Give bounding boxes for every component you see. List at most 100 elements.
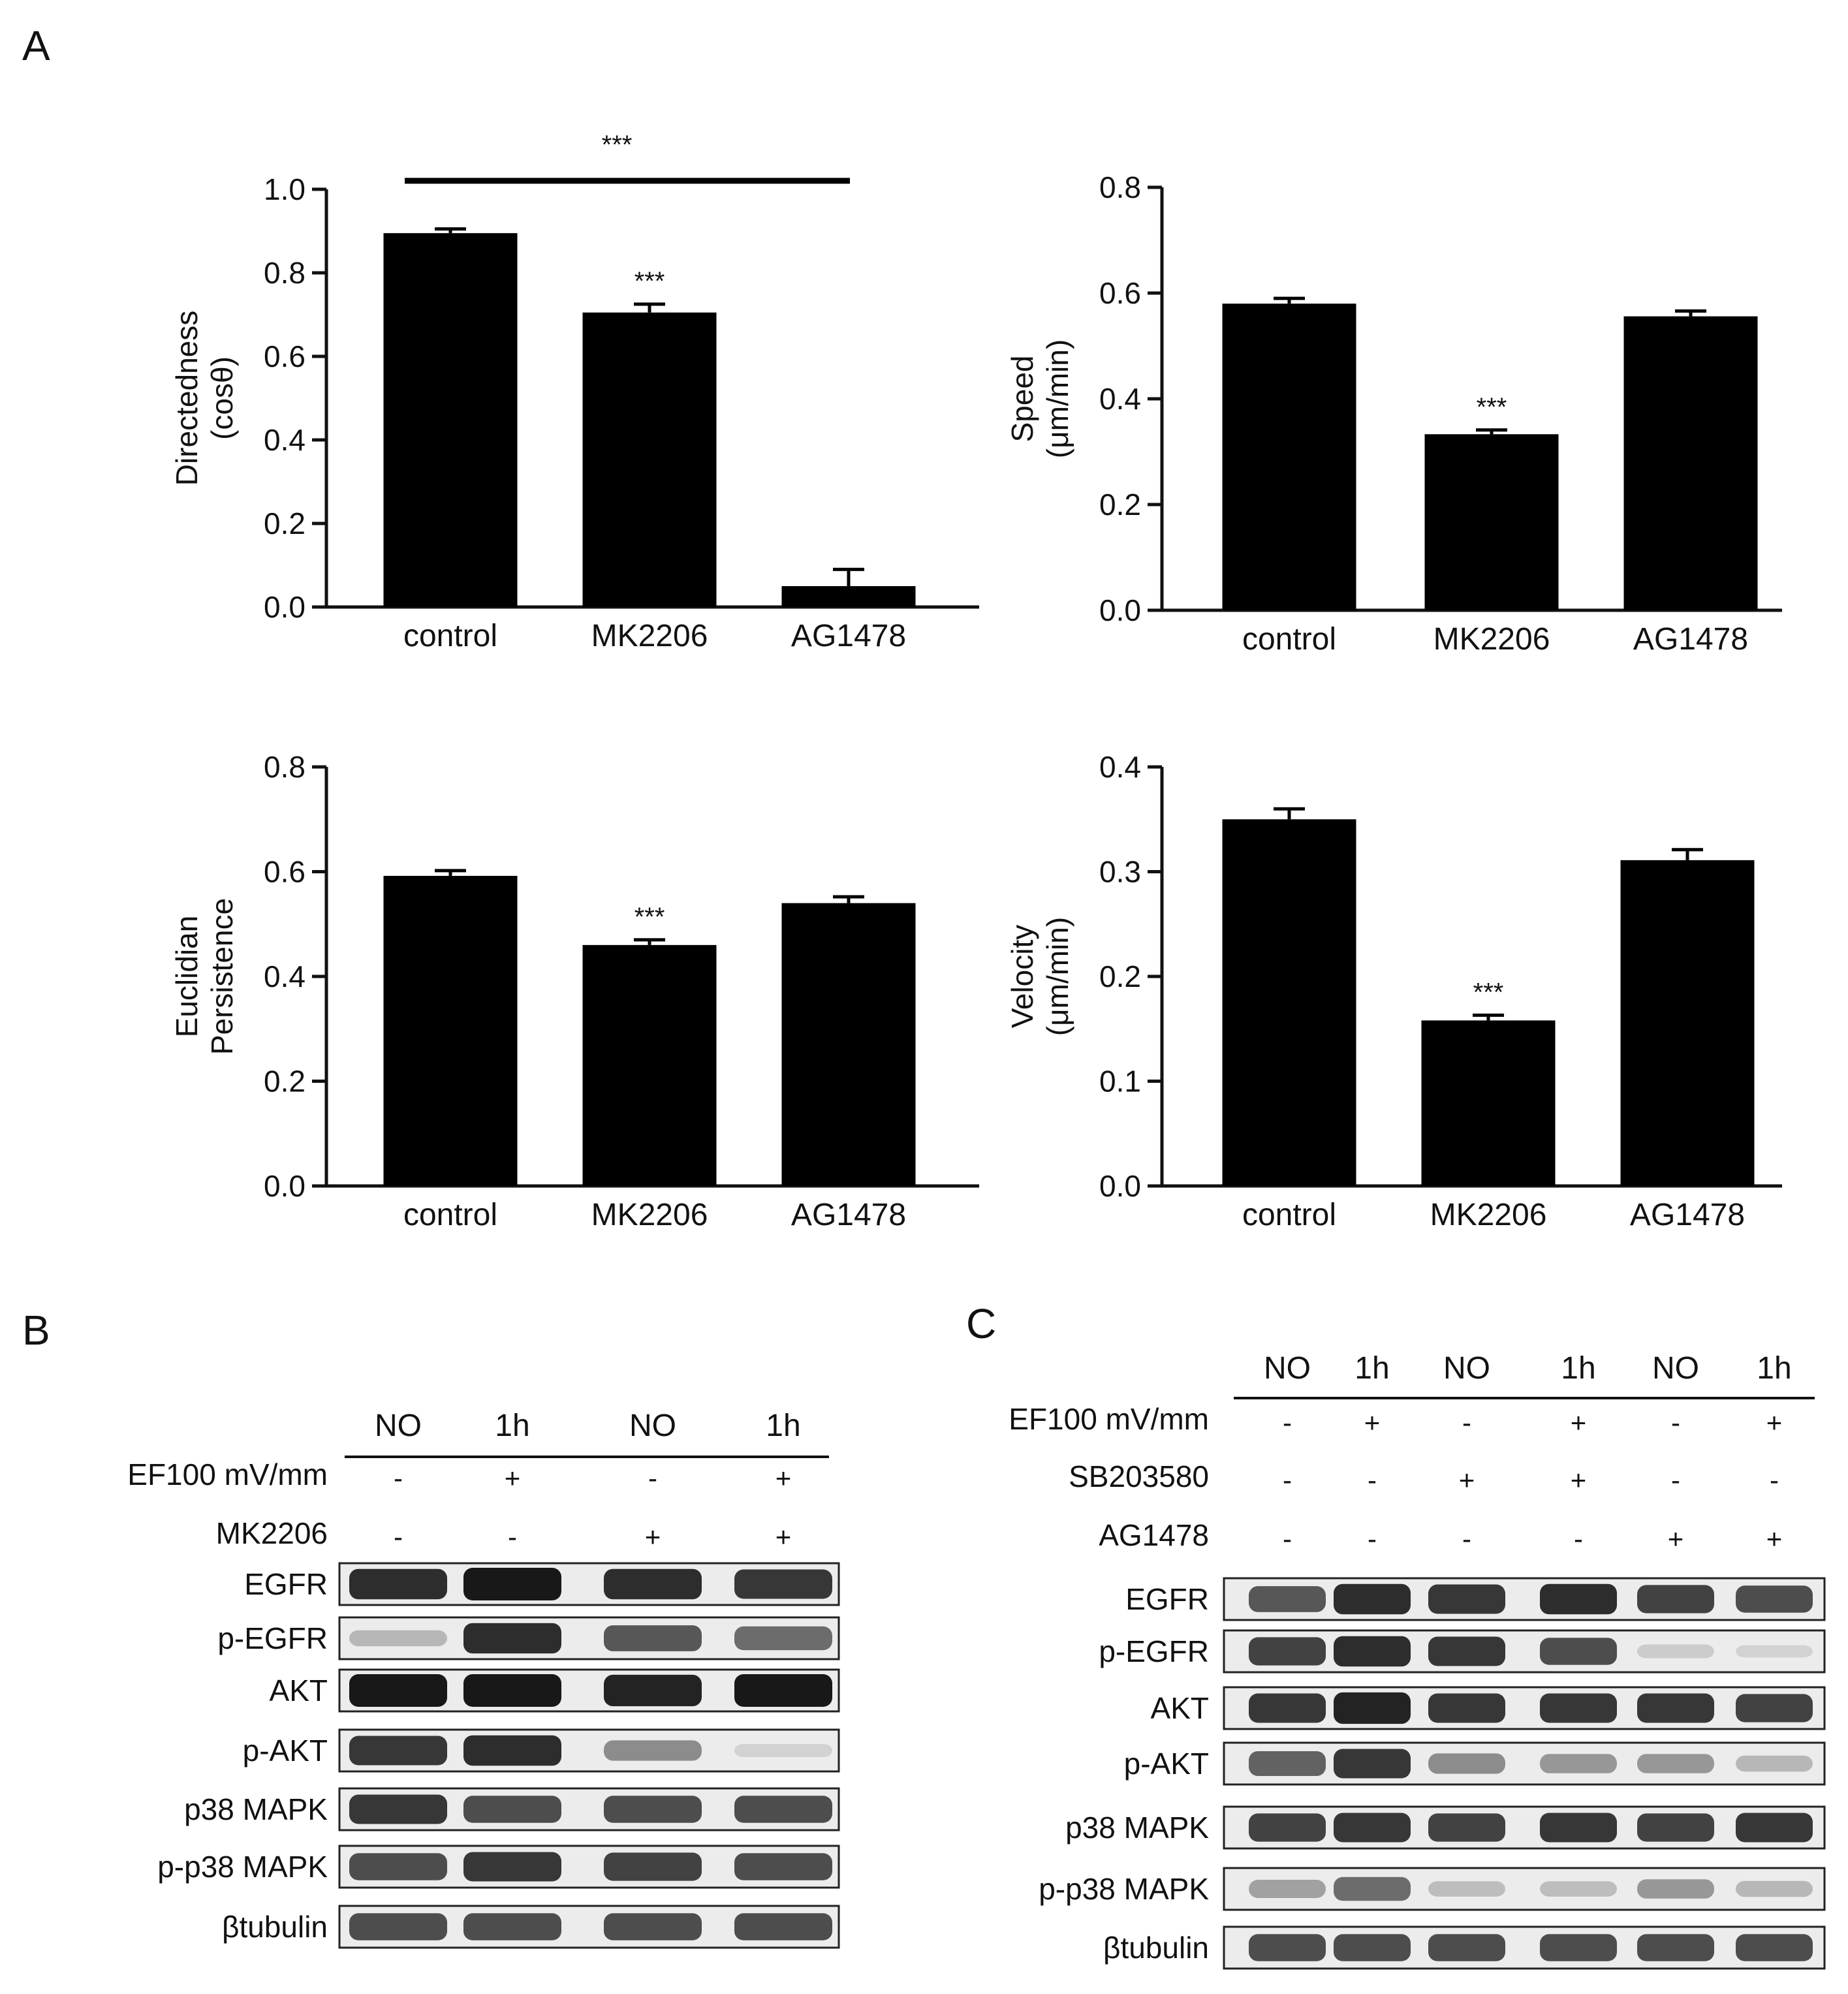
treatment-sign: + bbox=[1766, 1407, 1783, 1438]
blot-band bbox=[1540, 1638, 1617, 1665]
bar-control bbox=[383, 233, 518, 607]
blot-band bbox=[1540, 1693, 1617, 1723]
blot-band bbox=[604, 1568, 702, 1600]
x-tick-label: AG1478 bbox=[1630, 1198, 1745, 1232]
blot-band bbox=[1637, 1693, 1714, 1723]
protein-label: AKT bbox=[1151, 1691, 1209, 1725]
treatment-sign: - bbox=[1770, 1465, 1779, 1495]
protein-label: p-EGFR bbox=[217, 1621, 328, 1655]
protein-label: βtubulin bbox=[1103, 1931, 1209, 1965]
y-tick-label: 0.8 bbox=[264, 750, 305, 784]
blot-band bbox=[349, 1568, 447, 1600]
blot-band bbox=[604, 1674, 702, 1707]
y-tick-label: 0.0 bbox=[264, 1169, 305, 1203]
x-tick-label: control bbox=[1242, 622, 1336, 657]
y-tick-label: 0.0 bbox=[1099, 1169, 1141, 1203]
y-axis-label-line: Persistence bbox=[205, 898, 239, 1055]
blot-band bbox=[1428, 1693, 1505, 1723]
treatment-sign: + bbox=[775, 1521, 792, 1552]
protein-label: p38 MAPK bbox=[184, 1792, 328, 1826]
y-axis-label-line: (μm/min) bbox=[1041, 917, 1074, 1036]
blot-band bbox=[1249, 1934, 1326, 1961]
y-tick-label: 0.2 bbox=[1099, 488, 1141, 522]
blot-band bbox=[1736, 1694, 1813, 1722]
y-axis-label-line: Speed bbox=[1005, 355, 1039, 442]
blot-band bbox=[1334, 1692, 1411, 1724]
blot-band bbox=[463, 1568, 561, 1600]
time-label: 1h bbox=[766, 1409, 800, 1443]
blot-band bbox=[349, 1674, 447, 1707]
time-label: 1h bbox=[1561, 1351, 1595, 1386]
blot-band bbox=[734, 1913, 832, 1940]
significance-label: *** bbox=[1473, 978, 1504, 1006]
bar-ag1478 bbox=[781, 586, 916, 607]
treatment-sign: - bbox=[1368, 1465, 1377, 1495]
western-blot-b: NO 1h NO 1h EF100 mV/mm - + - + MK2206 - - + + EGFR p-E… bbox=[127, 1409, 840, 1949]
blot-band bbox=[734, 1743, 832, 1758]
blot-band bbox=[1249, 1637, 1326, 1666]
time-label: 1h bbox=[1757, 1351, 1791, 1386]
blot-band bbox=[1428, 1934, 1505, 1961]
x-tick-label: AG1478 bbox=[1633, 622, 1748, 657]
y-axis-label: Directedness(cosθ) bbox=[170, 311, 239, 486]
y-tick-label: 0.2 bbox=[264, 506, 305, 540]
blot-band bbox=[349, 1736, 447, 1766]
treatment-sign: - bbox=[1462, 1407, 1471, 1438]
blot-band bbox=[1736, 1585, 1813, 1613]
x-tick-label: control bbox=[1242, 1198, 1336, 1232]
blot-band bbox=[734, 1674, 832, 1707]
blot-band bbox=[1540, 1754, 1617, 1773]
treatment-sign: + bbox=[1364, 1407, 1381, 1438]
blot-band bbox=[1637, 1644, 1714, 1659]
treatment-sign: - bbox=[394, 1521, 403, 1552]
bar-mk2206 bbox=[1424, 434, 1559, 610]
treatment-sign: - bbox=[1283, 1407, 1292, 1438]
blot-band bbox=[1428, 1636, 1505, 1666]
blot-band bbox=[1637, 1934, 1714, 1961]
bar-ag1478 bbox=[1623, 316, 1758, 610]
y-axis-label-line: Euclidian bbox=[170, 916, 204, 1038]
blot-band bbox=[1637, 1813, 1714, 1842]
blot-band bbox=[349, 1853, 447, 1880]
blot-band bbox=[1334, 1636, 1411, 1667]
x-tick-label: AG1478 bbox=[791, 619, 906, 653]
blot-band bbox=[1334, 1583, 1411, 1615]
y-tick-label: 0.2 bbox=[264, 1065, 305, 1098]
significance-label: *** bbox=[634, 903, 665, 931]
y-axis-label-line: Directedness bbox=[170, 311, 204, 486]
blot-row-p-akt bbox=[1223, 1741, 1826, 1786]
blot-band bbox=[1736, 1880, 1813, 1897]
bar-mk2206 bbox=[582, 312, 717, 607]
bar-control bbox=[383, 875, 518, 1186]
protein-label: p-AKT bbox=[243, 1734, 328, 1768]
blot-band bbox=[734, 1569, 832, 1599]
y-tick-label: 0.4 bbox=[264, 959, 305, 993]
bar-chart-2: 0.0 0.2 0.4 0.6 0.8 Speed(μm/min) control MK220… bbox=[1005, 170, 1782, 657]
y-axis-label-line: (μm/min) bbox=[1041, 339, 1074, 458]
time-label: NO bbox=[1443, 1351, 1490, 1386]
time-label: NO bbox=[1264, 1351, 1311, 1386]
treatment-sign: - bbox=[394, 1463, 403, 1493]
treatment-sign: - bbox=[1368, 1523, 1377, 1554]
x-tick-label: MK2206 bbox=[1433, 622, 1550, 657]
treatment-sign: - bbox=[1283, 1465, 1292, 1495]
y-axis-label: Speed(μm/min) bbox=[1005, 339, 1074, 458]
treatment-label: AG1478 bbox=[1099, 1518, 1209, 1552]
western-blot-c: NO 1h NO 1h NO 1h EF100 mV/mm - + - + - + SB203580 - - +… bbox=[1009, 1351, 1826, 1970]
significance-label: *** bbox=[1477, 393, 1507, 422]
treatment-sign: + bbox=[1766, 1523, 1783, 1554]
bar-chart-1: 0.0 0.2 0.4 0.6 0.8 1.0 Directedness(cosθ) cont… bbox=[170, 131, 979, 653]
bar-mk2206 bbox=[1421, 1020, 1556, 1186]
protein-label: EGFR bbox=[1125, 1582, 1209, 1616]
blot-band bbox=[1428, 1813, 1505, 1842]
blot-band bbox=[1540, 1934, 1617, 1961]
y-tick-label: 0.6 bbox=[1099, 276, 1141, 310]
protein-label: p-p38 MAPK bbox=[157, 1850, 328, 1884]
y-tick-label: 0.0 bbox=[264, 590, 305, 624]
blot-band bbox=[463, 1913, 561, 1940]
protein-label: EGFR bbox=[244, 1567, 328, 1601]
bar-mk2206 bbox=[582, 944, 717, 1186]
blot-band bbox=[1249, 1880, 1326, 1898]
blot-band bbox=[1428, 1584, 1505, 1614]
